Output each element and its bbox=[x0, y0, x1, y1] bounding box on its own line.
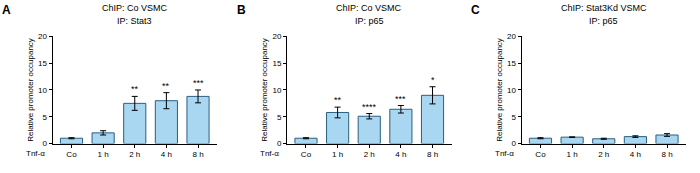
svg-text:ChIP: Co VSMC: ChIP: Co VSMC bbox=[102, 3, 168, 13]
svg-text:20: 20 bbox=[272, 32, 281, 41]
svg-text:*: * bbox=[431, 75, 435, 85]
svg-text:1 h: 1 h bbox=[567, 150, 578, 159]
svg-text:2 h: 2 h bbox=[598, 150, 609, 159]
svg-text:***: *** bbox=[395, 94, 406, 104]
svg-text:2 h: 2 h bbox=[364, 150, 375, 159]
svg-text:10: 10 bbox=[38, 86, 47, 95]
svg-text:C: C bbox=[471, 3, 480, 17]
svg-text:Relative promoter occupancy: Relative promoter occupancy bbox=[495, 38, 504, 142]
svg-text:Tnf-α: Tnf-α bbox=[260, 149, 279, 158]
svg-text:A: A bbox=[2, 3, 11, 17]
svg-text:5: 5 bbox=[42, 113, 47, 122]
svg-text:**: ** bbox=[162, 81, 170, 91]
svg-text:****: **** bbox=[362, 102, 377, 112]
svg-text:4 h: 4 h bbox=[161, 150, 172, 159]
svg-text:Co: Co bbox=[301, 150, 312, 159]
svg-text:**: ** bbox=[334, 95, 342, 105]
svg-text:8 h: 8 h bbox=[427, 150, 438, 159]
svg-text:0: 0 bbox=[42, 139, 47, 148]
svg-text:15: 15 bbox=[507, 59, 516, 68]
svg-text:0: 0 bbox=[277, 139, 282, 148]
svg-text:IP: p65: IP: p65 bbox=[589, 16, 618, 26]
svg-text:10: 10 bbox=[272, 86, 281, 95]
svg-text:IP: p65: IP: p65 bbox=[355, 16, 384, 26]
svg-text:Co: Co bbox=[535, 150, 546, 159]
svg-text:***: *** bbox=[193, 78, 204, 88]
svg-text:4 h: 4 h bbox=[395, 150, 406, 159]
svg-text:B: B bbox=[237, 3, 246, 17]
svg-text:1 h: 1 h bbox=[98, 150, 109, 159]
svg-text:Tnf-α: Tnf-α bbox=[495, 149, 514, 158]
svg-text:15: 15 bbox=[38, 59, 47, 68]
svg-text:8 h: 8 h bbox=[661, 150, 672, 159]
svg-text:10: 10 bbox=[507, 86, 516, 95]
svg-text:20: 20 bbox=[38, 32, 47, 41]
svg-text:20: 20 bbox=[507, 32, 516, 41]
svg-text:ChIP: Co VSMC: ChIP: Co VSMC bbox=[336, 3, 402, 13]
svg-text:0: 0 bbox=[511, 139, 516, 148]
svg-text:4 h: 4 h bbox=[630, 150, 641, 159]
svg-text:5: 5 bbox=[277, 113, 282, 122]
svg-text:Co: Co bbox=[66, 150, 77, 159]
svg-text:5: 5 bbox=[511, 113, 516, 122]
svg-text:**: ** bbox=[131, 84, 139, 94]
svg-text:8 h: 8 h bbox=[192, 150, 203, 159]
svg-text:2 h: 2 h bbox=[129, 150, 140, 159]
svg-text:Relative promoter occupancy: Relative promoter occupancy bbox=[260, 38, 269, 142]
svg-text:Tnf-α: Tnf-α bbox=[26, 149, 45, 158]
svg-text:15: 15 bbox=[272, 59, 281, 68]
svg-text:ChIP: Stat3Kd VSMC: ChIP: Stat3Kd VSMC bbox=[561, 3, 647, 13]
svg-text:1 h: 1 h bbox=[332, 150, 343, 159]
svg-text:Relative promoter occupancy: Relative promoter occupancy bbox=[26, 38, 35, 142]
svg-text:IP: Stat3: IP: Stat3 bbox=[117, 16, 152, 26]
